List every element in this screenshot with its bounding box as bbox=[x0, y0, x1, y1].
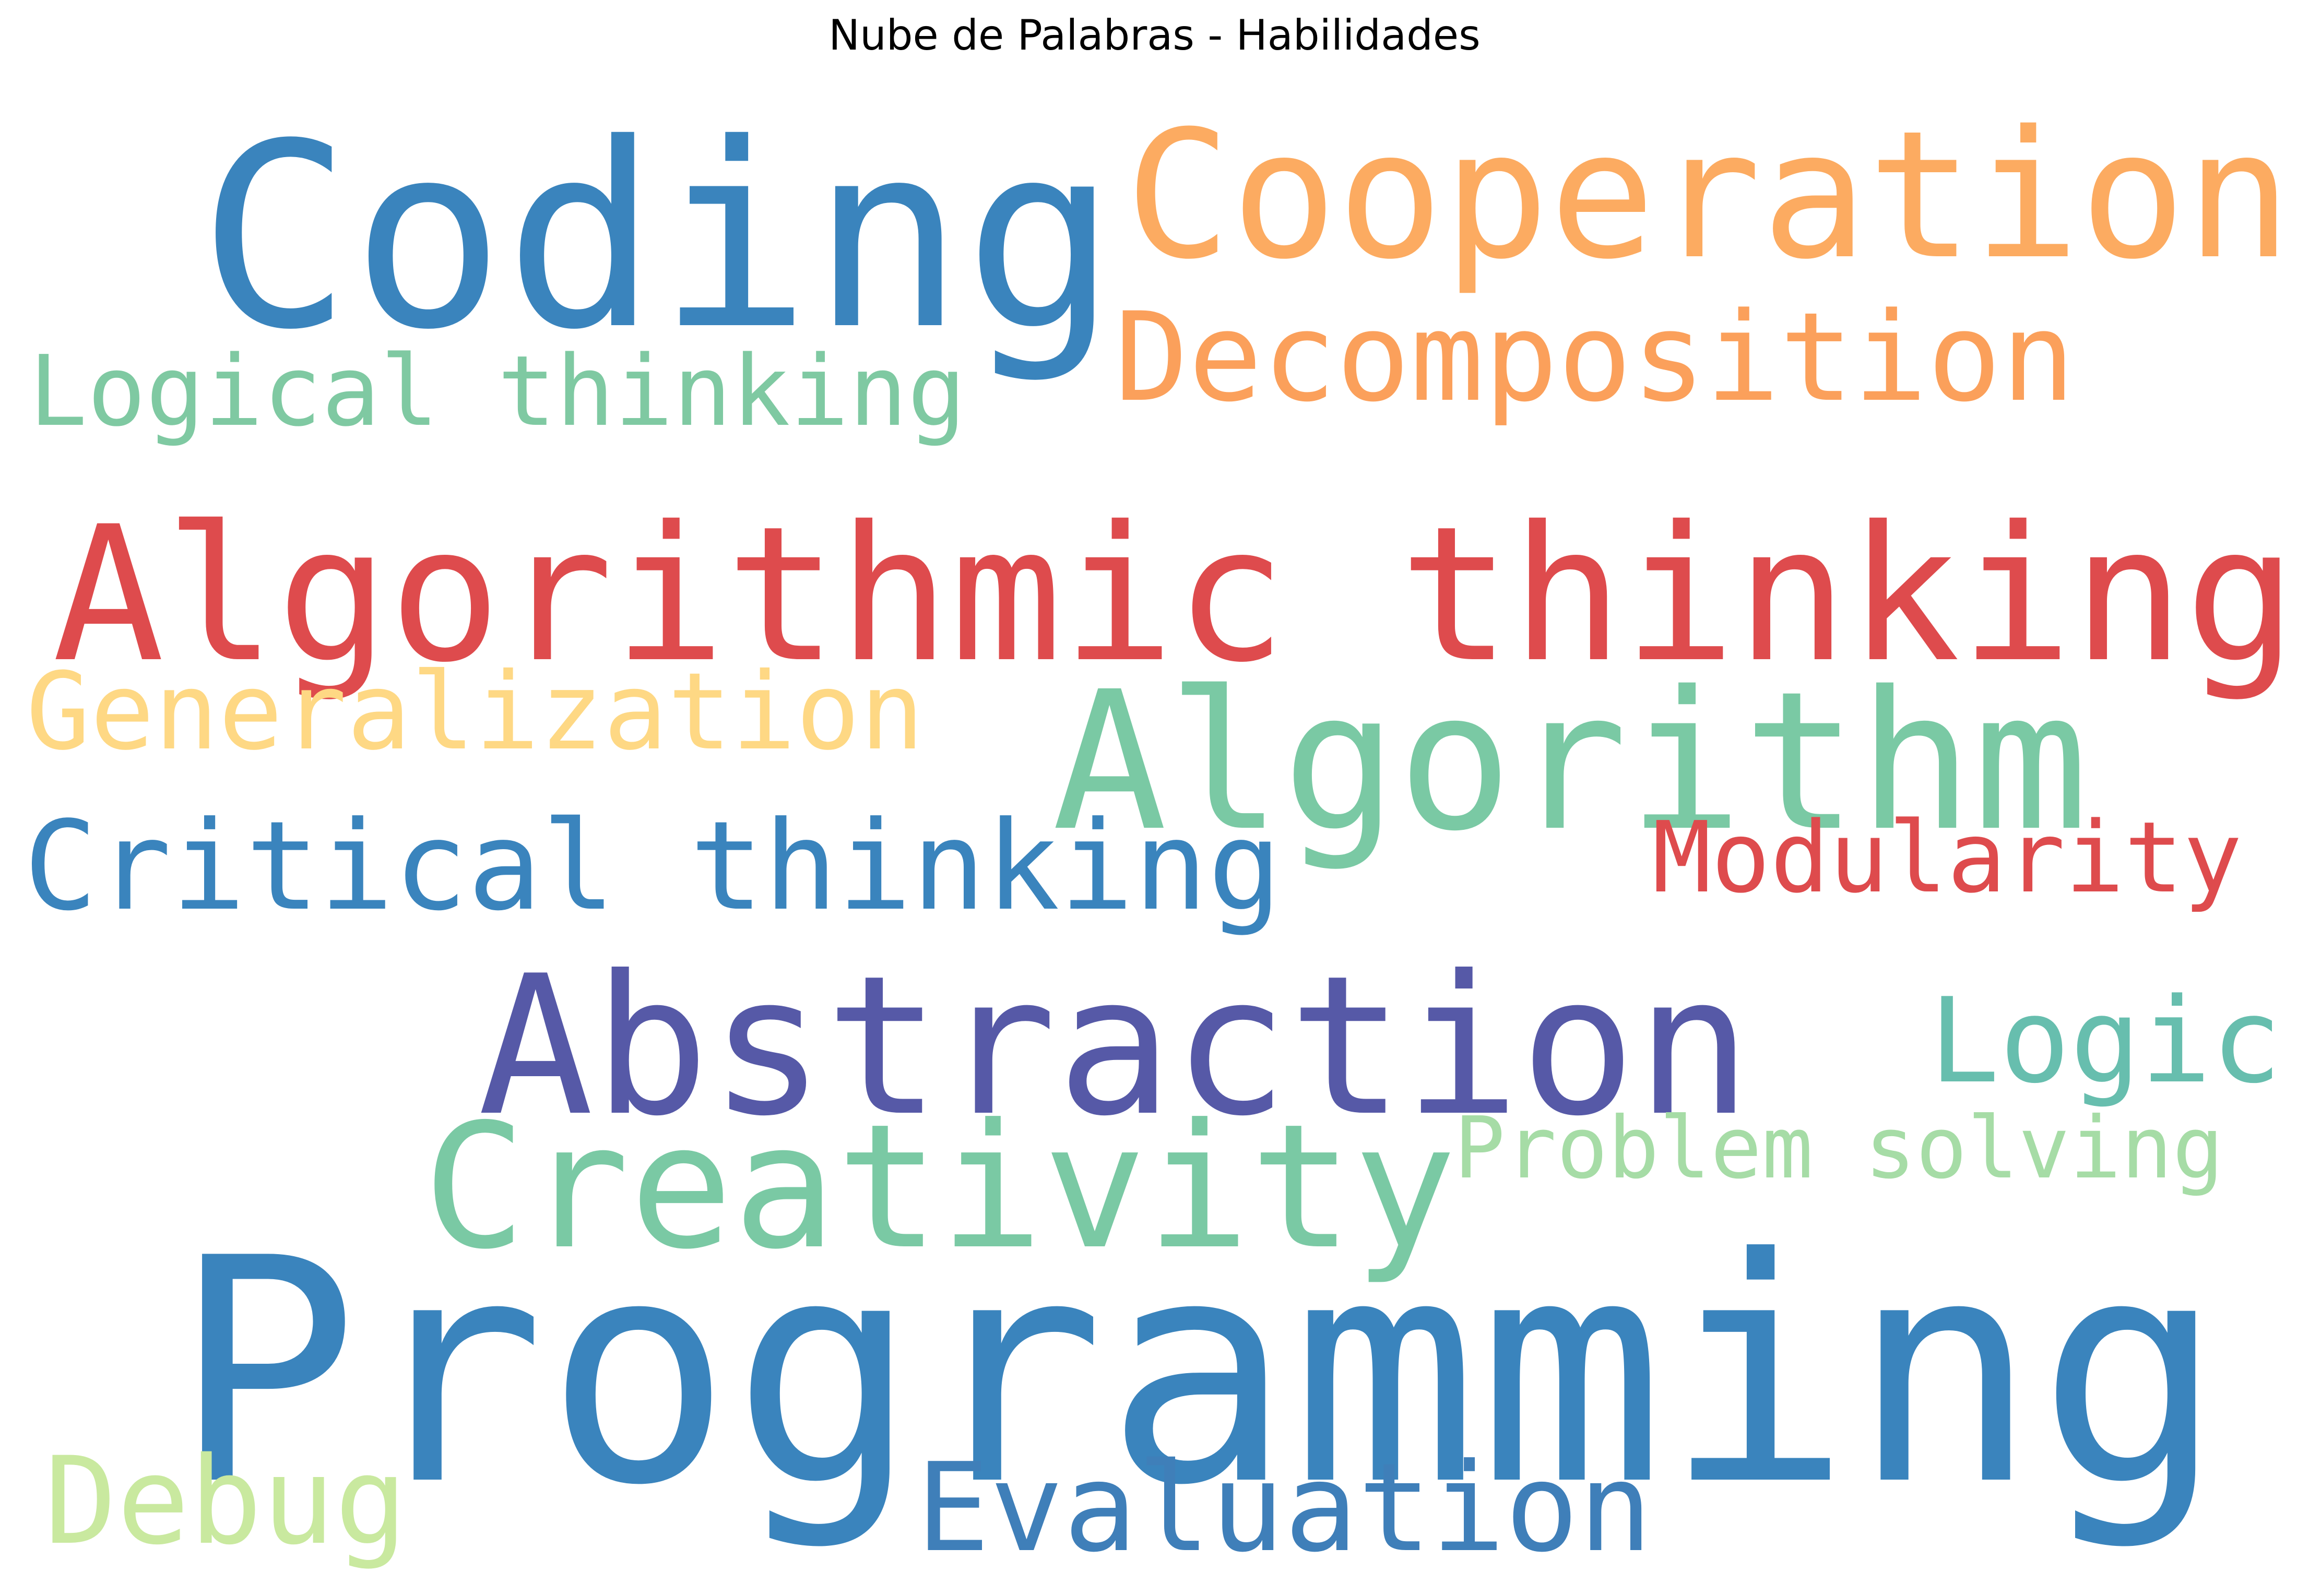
word-logical-thinking: Logical thinking bbox=[29, 334, 966, 448]
word-problem-solving: Problem solving bbox=[1454, 1098, 2224, 1198]
word-logic: Logic bbox=[1929, 972, 2282, 1109]
word-coding: Coding bbox=[198, 89, 1118, 386]
word-evaluation: Evaluation bbox=[916, 1437, 1652, 1579]
word-modularity: Modularity bbox=[1652, 801, 2242, 915]
word-cooperation: Cooperation bbox=[1125, 93, 2292, 299]
word-programming: Programming bbox=[172, 1192, 2224, 1553]
word-critical-thinking: Critical thinking bbox=[23, 794, 1282, 938]
figure-title: Nube de Palabras - Habilidades bbox=[828, 11, 1481, 59]
word-algorithmic-thinking: Algorithmic thinking bbox=[52, 486, 2297, 704]
word-generalization: Generalization bbox=[26, 650, 925, 774]
word-decomposition: Decomposition bbox=[1115, 286, 2075, 429]
word-abstraction: Abstraction bbox=[478, 934, 1752, 1158]
word-creativity: Creativity bbox=[423, 1087, 1457, 1287]
word-debug: Debug bbox=[44, 1432, 408, 1571]
word-algorithm: Algorithm bbox=[1052, 650, 2089, 873]
